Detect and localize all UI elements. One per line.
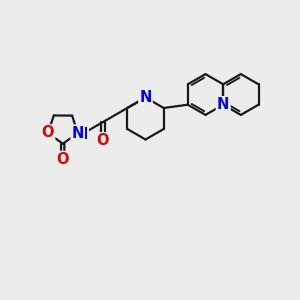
Text: O: O bbox=[42, 125, 54, 140]
Text: O: O bbox=[56, 152, 69, 167]
Text: N: N bbox=[217, 97, 230, 112]
Text: N: N bbox=[75, 127, 88, 142]
Text: O: O bbox=[97, 133, 109, 148]
Text: N: N bbox=[217, 97, 230, 112]
Text: N: N bbox=[139, 90, 152, 105]
Text: N: N bbox=[71, 126, 84, 141]
